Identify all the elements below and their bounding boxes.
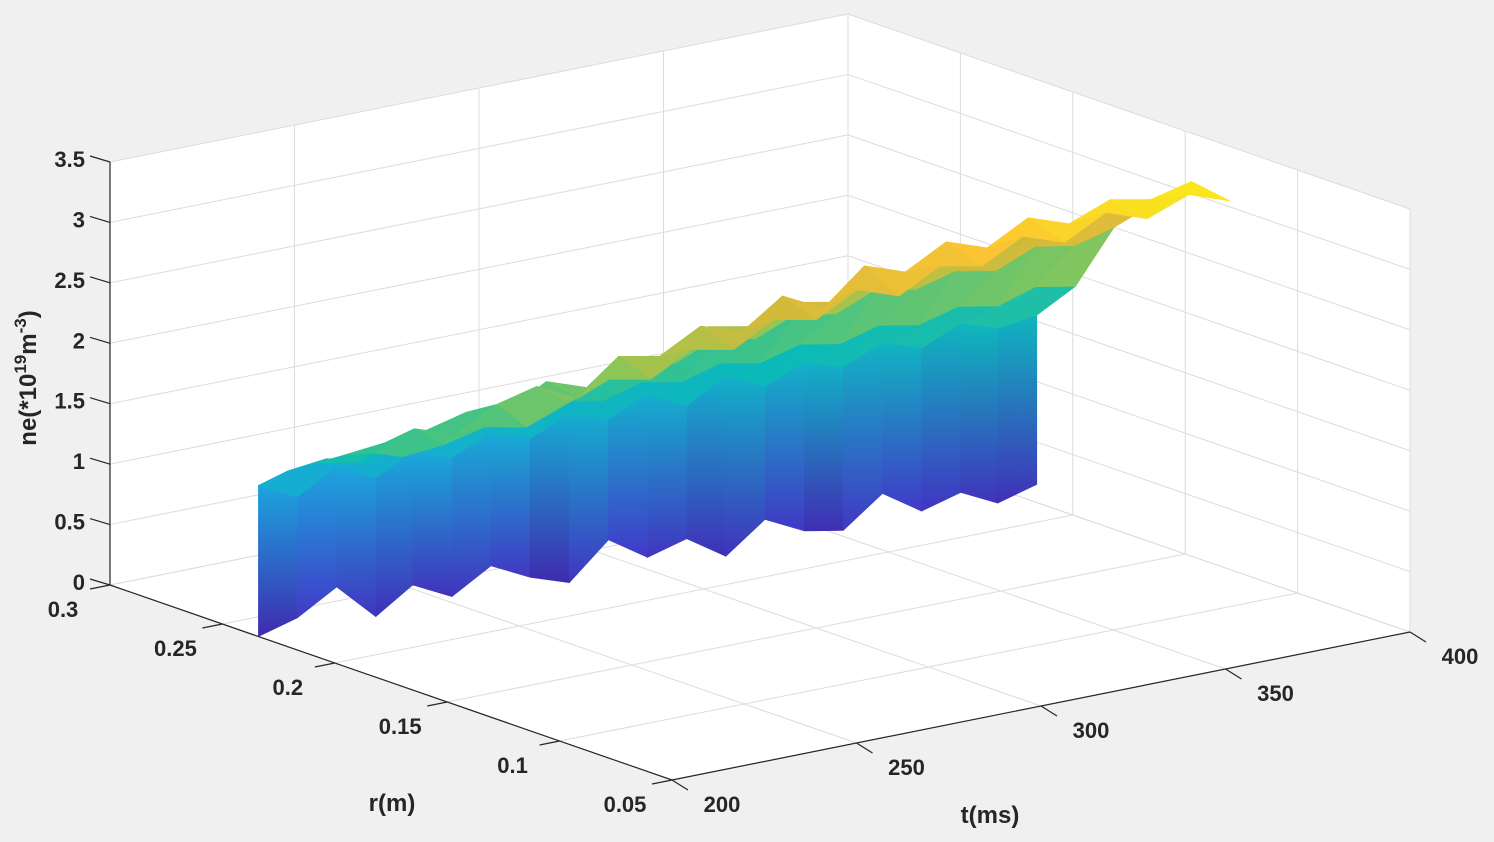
x-tick-label: 250 bbox=[888, 755, 925, 780]
y-tick-mark bbox=[539, 740, 560, 746]
y-tick-label: 0.25 bbox=[154, 636, 197, 661]
z-tick-label: 3.5 bbox=[54, 147, 85, 172]
z-tick-mark bbox=[89, 457, 111, 465]
gridline-z-side bbox=[847, 194, 1411, 391]
y-tick-mark bbox=[202, 623, 223, 629]
gridline-z-back bbox=[109, 194, 849, 344]
y-tick-label: 0.2 bbox=[273, 675, 304, 700]
surface-edge-wall bbox=[921, 322, 962, 512]
gridline-r-floor bbox=[447, 553, 1186, 703]
y-tick-mark bbox=[314, 662, 335, 668]
y-tick-label: 0.1 bbox=[497, 753, 528, 778]
y-tick-label: 0.3 bbox=[48, 597, 79, 622]
surface-edge-wall bbox=[608, 393, 648, 558]
gridline-z-back bbox=[109, 13, 849, 163]
z-label-post: ) bbox=[15, 310, 42, 318]
gridline-z-back bbox=[109, 134, 849, 284]
x-tick-mark bbox=[671, 779, 689, 791]
surface-edge-wall bbox=[764, 361, 805, 532]
y-tick-mark bbox=[651, 779, 673, 785]
surface-edge-wall bbox=[647, 393, 688, 558]
gridline-r-floor bbox=[559, 592, 1298, 742]
x-tick-mark bbox=[856, 742, 873, 754]
surface-patch bbox=[372, 428, 445, 458]
surface-edge-wall bbox=[686, 374, 727, 557]
z-tick-mark bbox=[89, 397, 111, 405]
y-tick-mark bbox=[427, 701, 448, 707]
z-tick-mark bbox=[89, 517, 111, 526]
surface bbox=[257, 181, 1231, 637]
surface-edge-wall bbox=[997, 314, 1038, 504]
x-tick-mark bbox=[1225, 668, 1242, 680]
x-tick-label: 350 bbox=[1257, 681, 1294, 706]
z-tick-mark bbox=[89, 215, 111, 224]
gridline-z-back bbox=[109, 255, 849, 405]
surface-edge-wall bbox=[412, 451, 453, 598]
gridline-z-side bbox=[847, 73, 1411, 270]
z-tick-label: 0 bbox=[73, 570, 85, 595]
z-tick-mark bbox=[89, 155, 111, 163]
axes-lines bbox=[89, 155, 1427, 791]
z-tick-mark bbox=[89, 276, 111, 284]
gridline-r-floor bbox=[334, 514, 1073, 664]
z-tick-label: 0.5 bbox=[54, 510, 85, 535]
gridline-z-back bbox=[109, 73, 849, 223]
x-tick-mark bbox=[1409, 631, 1427, 643]
surface-edge-wall bbox=[960, 322, 999, 504]
y-tick-mark bbox=[89, 584, 111, 590]
z-tick-label: 2 bbox=[73, 328, 85, 353]
gridline-z-side bbox=[847, 13, 1411, 210]
tick-labels: 0 0.5 1 1.5 2 2.5 3 3.5 0.05 0.1 0.15 0.2 0.25 0.3 200… bbox=[48, 147, 1479, 817]
z-tick-mark bbox=[89, 336, 111, 344]
x-tick-label: 200 bbox=[704, 792, 741, 817]
surface-edge-wall bbox=[258, 484, 298, 637]
z-label-mid: m bbox=[15, 333, 42, 354]
y-tick-label: 0.15 bbox=[379, 714, 422, 739]
y-axis-line bbox=[109, 584, 673, 781]
z-tick-mark bbox=[89, 578, 111, 586]
x-tick-label: 300 bbox=[1073, 718, 1110, 743]
z-axis-label: ne(*1019m-3) bbox=[11, 310, 42, 445]
z-label-sup1: 19 bbox=[11, 355, 30, 374]
z-label-sup2: -3 bbox=[11, 318, 30, 333]
z-tick-label: 1 bbox=[73, 449, 85, 474]
surface-edge-wall bbox=[803, 361, 844, 532]
x-axis-label: t(ms) bbox=[961, 802, 1020, 829]
gridline-z-side bbox=[847, 134, 1411, 331]
z-tick-label: 2.5 bbox=[54, 268, 85, 293]
surface-edge-wall bbox=[490, 432, 531, 578]
z-label-pre: ne(*10 bbox=[15, 374, 42, 446]
z-tick-label: 1.5 bbox=[54, 389, 85, 414]
z-tick-label: 3 bbox=[73, 207, 85, 232]
surface-edge-wall bbox=[882, 342, 922, 512]
surface-edge-wall bbox=[529, 412, 570, 584]
y-axis-label: r(m) bbox=[369, 790, 416, 817]
y-tick-label: 0.05 bbox=[604, 792, 647, 817]
x-tick-mark bbox=[1040, 705, 1058, 717]
x-tick-label: 400 bbox=[1442, 644, 1479, 669]
